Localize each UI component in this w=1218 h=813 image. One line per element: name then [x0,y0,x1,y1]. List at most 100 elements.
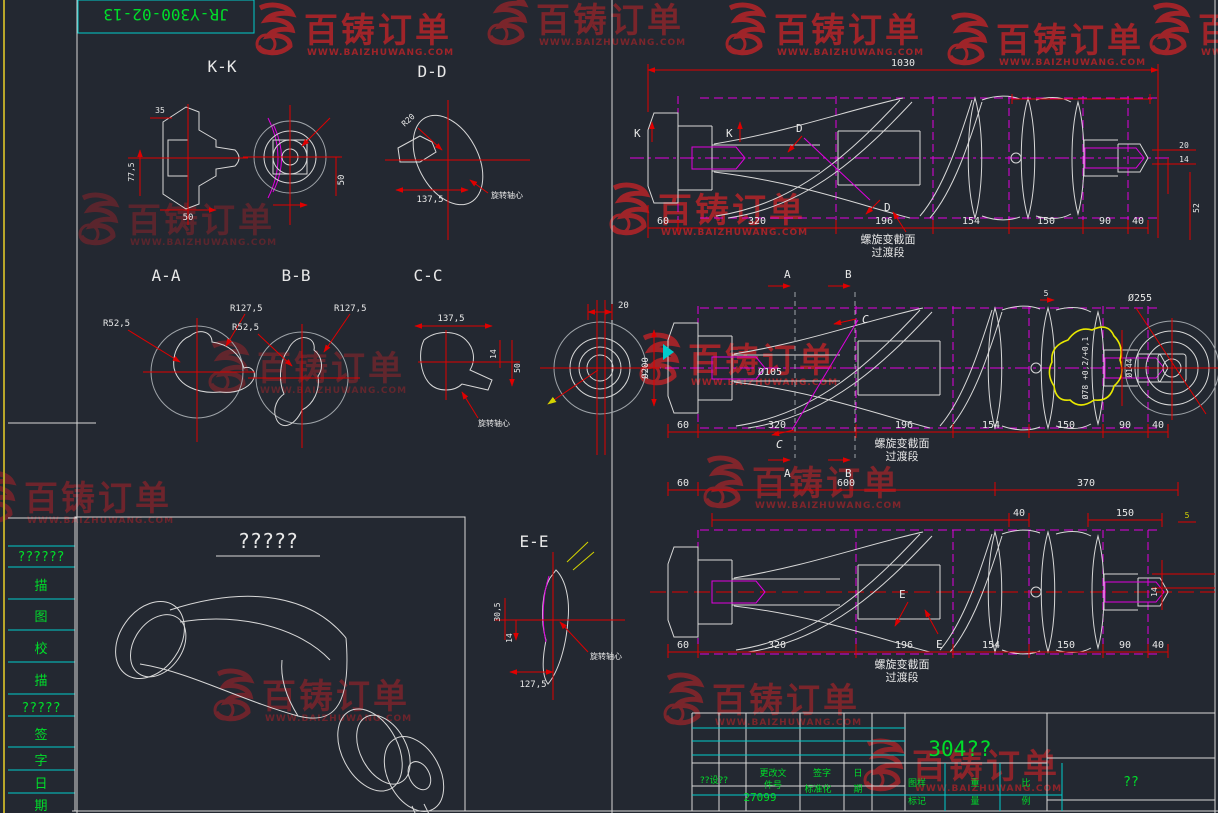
dim-seg: 150 [1037,216,1055,227]
dim-dia-head: Ø200 [640,357,651,379]
dim-seg: 40 [1152,420,1164,431]
cut-letter-a2: A [784,467,791,480]
dim-kk-right: 50 [337,175,347,186]
tb-col4b: 期 [853,784,862,795]
strip-row-q5: ????? [21,701,60,716]
dim-bb-router: R127,5 [334,304,367,314]
dim-bt: 150 [1116,508,1134,519]
dim-mid-lower: 60 [677,478,689,489]
tb-col2b: 件号 [764,779,782,791]
section-label-cc: C-C [414,266,443,285]
section-label-aa: A-A [152,266,181,285]
dim-seg: 196 [875,216,893,227]
dim-kk-top: 35 [155,106,165,115]
dim-v3-s1: 5 [1185,511,1190,520]
tb-t2a: 重 [970,777,979,789]
dim-dia-tol: Ø78 +0,2/+0,1 [1080,337,1090,400]
dim-seg: 40 [1152,640,1164,651]
watermark [949,15,1146,68]
dim-aa-router: R127,5 [230,304,263,314]
note-spiral-2: 过渡段 [886,670,919,684]
dim-mid-lower: 600 [837,478,855,489]
dim-ee-width: 127,5 [519,680,546,690]
title-block: 304?? ?? ??设?? 更改文 件号 签字 标准化 日 期 27099 图… [691,712,1215,811]
section-view-ee: E-E 30,5 14 127,5 旋转轴心 [493,532,625,700]
cut-letter-c1: C [862,313,869,326]
cut-letter-e2: E [936,638,943,651]
strip-row-q6: ?????? [18,550,65,565]
main-view-middle: 20 Ø200 Ø105 A B A B C C Ø78 +0,2/+0,1 Ø… [540,268,1218,496]
dim-overall: 1030 [891,58,915,69]
watermark [705,458,902,511]
strip-char-7: 日 [34,777,47,792]
watermark [641,335,838,388]
section-view-bb: B-B R127,5 R52,5 [232,266,367,448]
dim-ee-h1: 30,5 [493,602,502,621]
iso-title: ????? [238,529,298,553]
cut-letter-a1: A [784,268,791,281]
section-view-kk: K-K 35 77,5 50 50 [127,57,347,225]
note-spiral-1: 螺旋变截面 [861,232,916,246]
section-label-kk: K-K [208,57,237,76]
tb-num: 27099 [743,791,776,804]
dim-seg: 90 [1099,216,1111,227]
tb-t2b: 量 [970,796,979,807]
dim-seg: 196 [895,420,913,431]
section-view-dd: D-D R20 137,5 旋转轴心 [385,62,530,240]
dim-seg: 150 [1057,420,1075,431]
section-view-cc: C-C 137,5 14 50 旋转轴心 [414,266,522,428]
tb-t1a: 图样 [908,777,926,789]
left-signature-strip: ?????? 描 图 校 描 ????? 签 字 日 期 [8,545,75,813]
dim-v1-s2: 14 [1179,155,1189,164]
main-view-top: 1030 60 320 196 154 150 90 40 K K D D 20… [630,58,1201,259]
dim-ee-h2: 14 [505,633,514,643]
tb-col1: ??设?? [700,775,728,786]
dim-v3-s2: 14 [1150,587,1159,597]
tb-col2a: 更改文 [759,767,786,779]
qty-text: ?? [1123,775,1139,790]
strip-char-3: 校 [34,641,47,657]
strip-char-2: 图 [34,610,47,625]
callout-dd-axis: 旋转轴心 [491,190,523,200]
tb-col3a: 签字 [813,767,831,779]
dim-seg: 154 [962,216,980,227]
watermark [80,195,277,248]
dim-dia-end: Ø255 [1128,292,1152,304]
note-spiral-1: 螺旋变截面 [875,657,930,671]
main-view-bottom: 40 150 E E 5 14 60 320 196 154 150 90 40… [650,508,1215,684]
dim-cc-h1: 14 [489,349,498,359]
dim-seg: 40 [1132,216,1144,227]
dim-cc-h2: 50 [513,363,522,373]
dim-bt: 40 [1013,508,1025,519]
watermark [611,185,808,238]
cut-letter-b2: B [845,467,852,480]
watermark [665,675,862,728]
watermark [257,5,454,58]
callout-cc-axis: 旋转轴心 [478,418,510,428]
strip-char-6: 字 [34,754,47,769]
dim-dd-width: 137,5 [416,195,443,205]
dim-seg: 154 [982,420,1000,431]
dim-mid-lower: 370 [1077,478,1095,489]
strip-char-1: 描 [34,579,47,594]
tb-t1b: 标记 [908,795,926,807]
dim-seg: 60 [677,640,689,651]
dim-seg: 196 [895,640,913,651]
dim-aa-rinner: R52,5 [103,319,130,329]
cut-letter-d2: D [884,201,891,214]
section-label-bb: B-B [282,266,311,285]
cut-letter-e1: E [899,588,906,601]
dim-seg: 154 [982,640,1000,651]
dim-circ-20: 20 [618,301,629,311]
dim-seg: 150 [1057,640,1075,651]
strip-char-8: 期 [34,799,47,813]
dim-seg: 90 [1119,640,1131,651]
dim-seg: 320 [768,420,786,431]
dim-seg: 90 [1119,420,1131,431]
dim-seg: 60 [657,216,669,227]
drawing-number-box: JR-Y300-02-13 [77,0,255,34]
dim-cc-width: 137,5 [437,314,464,324]
